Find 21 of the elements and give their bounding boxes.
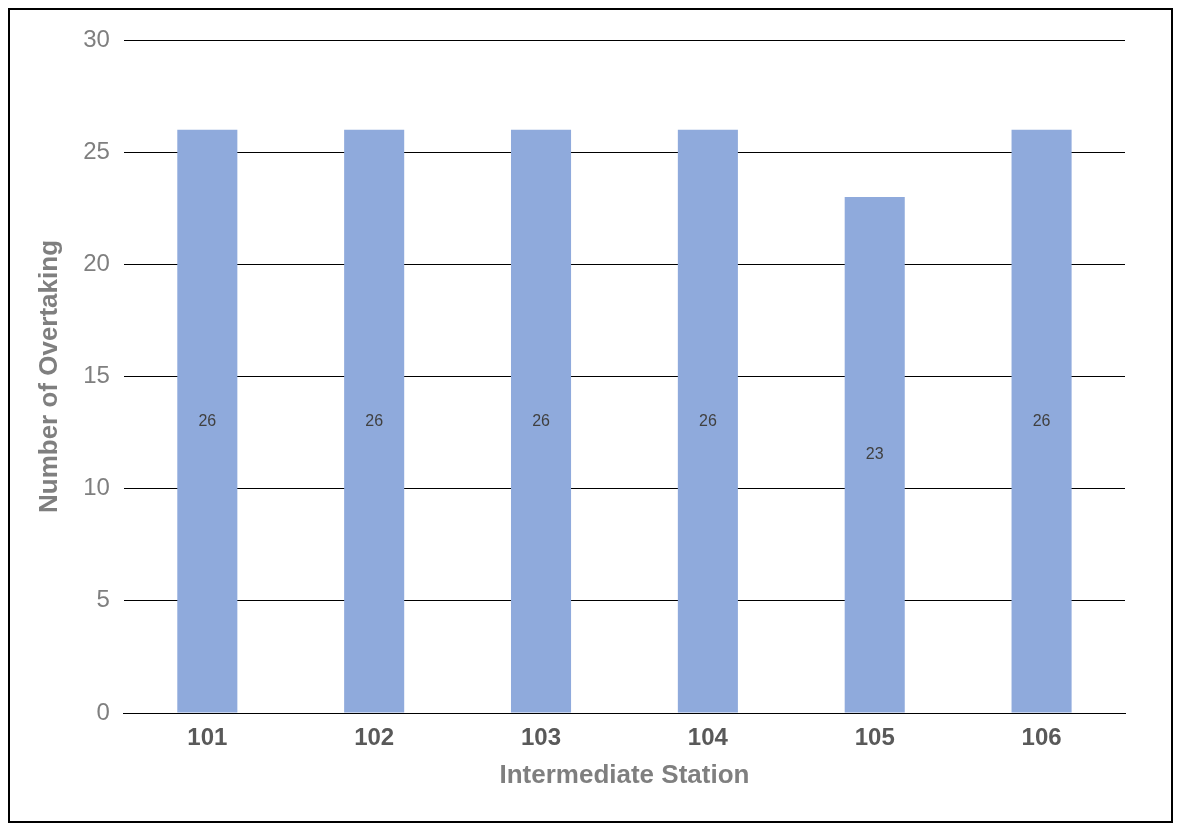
y-tick-label: 25 xyxy=(83,136,110,164)
y-tick-label: 5 xyxy=(96,585,110,613)
x-tick-label: 103 xyxy=(521,723,562,751)
data-label: 26 xyxy=(532,411,551,429)
x-tick-label: 102 xyxy=(354,723,395,751)
data-label: 23 xyxy=(865,445,884,463)
y-tick-label: 30 xyxy=(83,24,110,52)
x-tick-label: 101 xyxy=(187,723,228,751)
x-tick-label: 106 xyxy=(1021,723,1062,751)
y-tick-label: 10 xyxy=(83,473,110,501)
x-tick-label: 105 xyxy=(854,723,895,751)
data-label: 26 xyxy=(365,411,384,429)
y-tick-label: 15 xyxy=(83,361,110,389)
data-label: 26 xyxy=(198,411,217,429)
data-label: 26 xyxy=(1032,411,1051,429)
x-tick-label: 104 xyxy=(687,723,729,751)
data-label: 26 xyxy=(698,411,717,429)
y-tick-label: 0 xyxy=(96,697,110,725)
y-axis-title: Number of Overtaking xyxy=(32,239,63,514)
y-tick-label: 20 xyxy=(83,248,110,276)
x-axis-title: Intermediate Station xyxy=(499,758,750,789)
